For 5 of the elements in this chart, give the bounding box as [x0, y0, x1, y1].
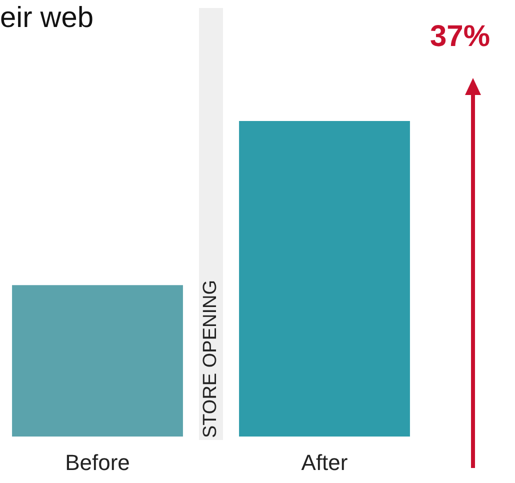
annotation: STORE OPENING [199, 278, 222, 438]
text: eir web [0, 2, 94, 35]
x-tick-label: Before [65, 450, 130, 475]
text: 37% [430, 20, 490, 54]
x-tick-label: After [301, 450, 348, 475]
